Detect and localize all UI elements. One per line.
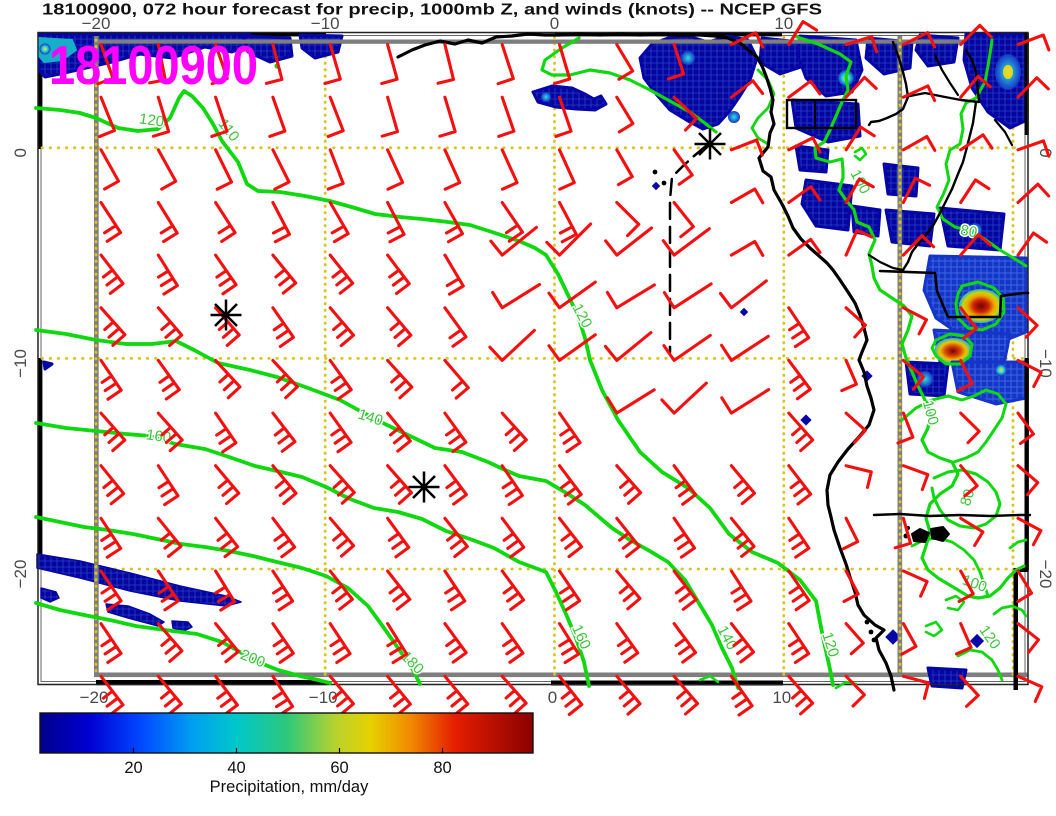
svg-text:−20: −20	[1036, 560, 1055, 589]
svg-text:−10: −10	[11, 349, 30, 378]
svg-text:120: 120	[138, 110, 165, 130]
svg-text:10: 10	[772, 688, 791, 707]
svg-text:0: 0	[1036, 148, 1055, 157]
svg-text:−20: −20	[82, 14, 111, 33]
svg-text:80: 80	[433, 759, 451, 777]
svg-text:18100900, 072 hour forecast fo: 18100900, 072 hour forecast for precip, …	[42, 2, 822, 19]
svg-text:−10: −10	[311, 14, 340, 33]
svg-text:−20: −20	[80, 688, 109, 707]
svg-text:−10: −10	[309, 688, 338, 707]
svg-text:10: 10	[774, 14, 793, 33]
svg-text:60: 60	[330, 759, 348, 777]
svg-text:40: 40	[227, 759, 245, 777]
svg-text:0: 0	[548, 688, 557, 707]
svg-text:0: 0	[550, 14, 559, 33]
svg-text:Precipitation, mm/day: Precipitation, mm/day	[210, 778, 369, 796]
svg-text:20: 20	[124, 759, 142, 777]
svg-text:−20: −20	[11, 560, 30, 589]
svg-text:0: 0	[11, 148, 30, 157]
svg-text:18100900: 18100900	[49, 34, 258, 96]
